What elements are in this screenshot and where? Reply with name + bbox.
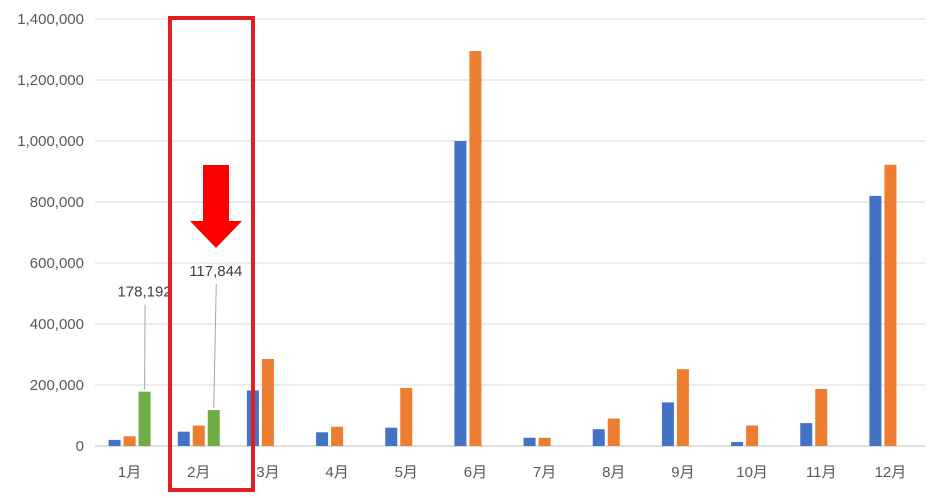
bar (800, 423, 813, 446)
bar (661, 402, 674, 446)
bar (731, 442, 744, 446)
x-axis: 1月 2月 3月 4月 5月 6月 7月 8月 9月 10月 11月 12月 (118, 464, 906, 481)
highlight-box (168, 16, 255, 492)
bar (746, 425, 759, 446)
y-tick-label: 0 (76, 438, 84, 455)
x-tick-label: 11月 (806, 464, 837, 481)
bar (400, 388, 413, 446)
data-labels: 178,192 117,844 (117, 263, 242, 301)
y-tick-label: 400,000 (30, 316, 84, 333)
bar (123, 436, 136, 446)
bar (538, 437, 551, 446)
leader-line (144, 304, 146, 390)
down-arrow-icon (190, 165, 242, 248)
y-tick-label: 1,400,000 (17, 11, 84, 28)
bar (884, 164, 897, 447)
bar (385, 427, 398, 446)
bar (469, 51, 482, 447)
bar (815, 388, 828, 446)
leader-line (213, 284, 217, 409)
bar (108, 439, 121, 446)
x-tick-label: 7月 (533, 464, 556, 481)
data-label: 117,844 (189, 263, 242, 280)
x-tick-label: 5月 (395, 464, 418, 481)
bar (316, 432, 329, 446)
bar (261, 359, 274, 446)
bar (192, 425, 205, 446)
bar (138, 391, 151, 446)
y-axis: 0 200,000 400,000 600,000 800,000 1,000,000 1,… (17, 11, 84, 455)
x-tick-label: 8月 (602, 464, 625, 481)
bar (454, 141, 467, 446)
bar (207, 410, 220, 446)
bar (676, 369, 689, 446)
y-tick-label: 1,200,000 (17, 72, 84, 89)
y-tick-label: 1,000,000 (17, 133, 84, 150)
x-tick-label: 3月 (256, 464, 279, 481)
x-tick-label: 12月 (875, 464, 907, 481)
x-tick-label: 4月 (325, 464, 348, 481)
bar (331, 426, 344, 446)
y-tick-label: 600,000 (30, 255, 84, 272)
bar (607, 418, 620, 446)
bar (523, 437, 536, 446)
x-tick-label: 6月 (464, 464, 487, 481)
x-tick-label: 9月 (671, 464, 694, 481)
x-tick-label: 10月 (736, 464, 768, 481)
bar (869, 195, 882, 446)
grid-lines (95, 18, 925, 447)
y-tick-label: 800,000 (30, 194, 84, 211)
leader-lines (144, 284, 217, 409)
y-tick-label: 200,000 (30, 377, 84, 394)
bars (108, 51, 897, 447)
x-tick-label: 1月 (118, 464, 141, 481)
bar (592, 429, 605, 446)
data-label: 178,192 (117, 284, 171, 301)
x-tick-label: 2月 (187, 464, 210, 481)
bar (177, 431, 190, 446)
